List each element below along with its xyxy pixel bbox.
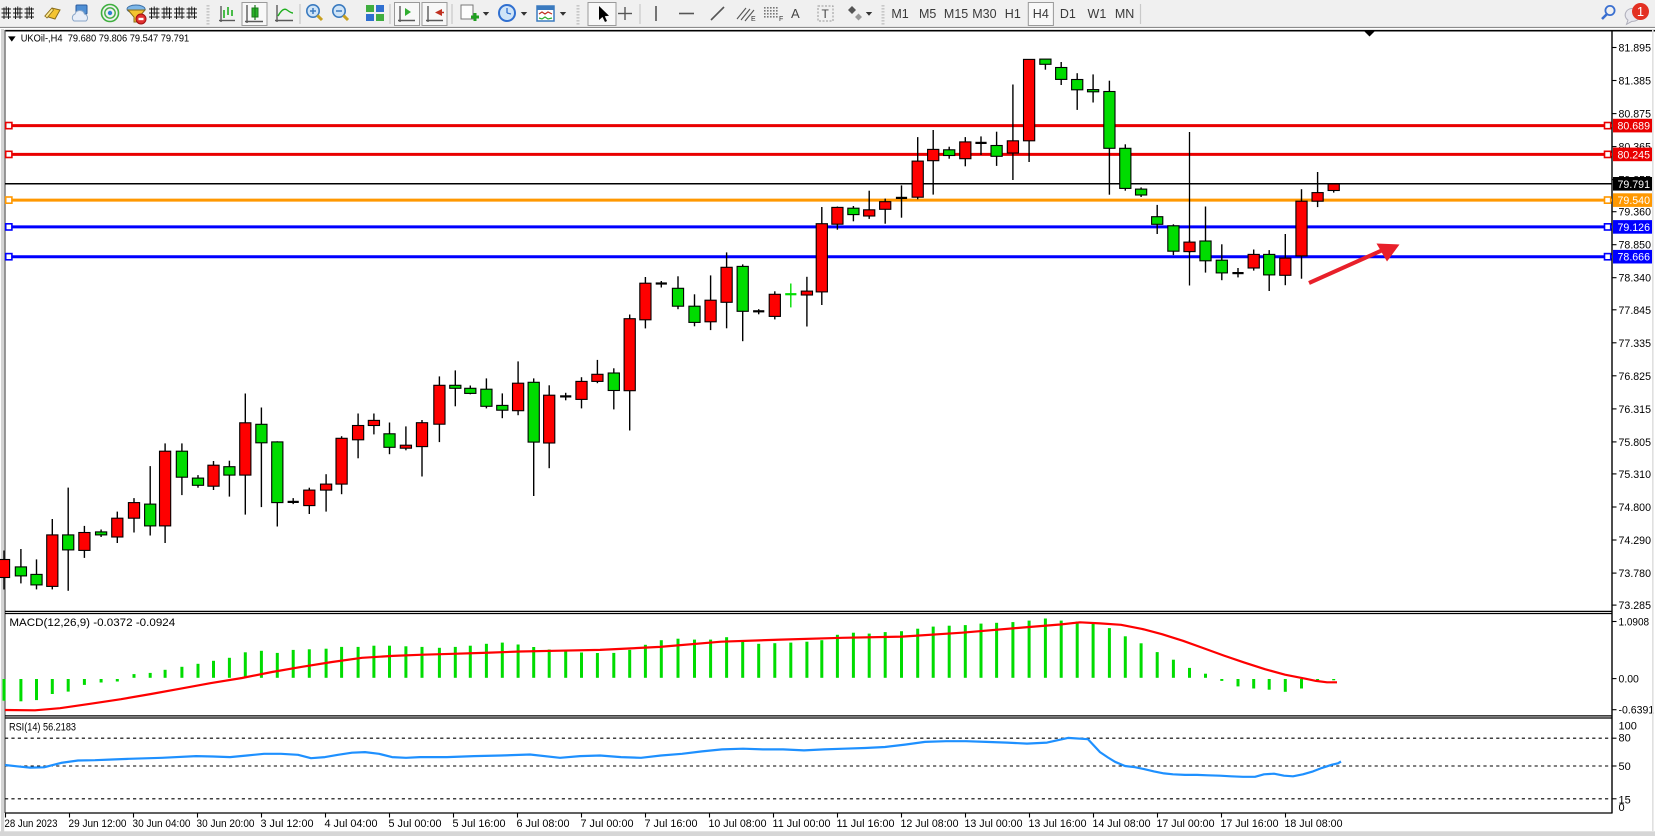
svg-text:5 Jul 16:00: 5 Jul 16:00 xyxy=(453,818,506,830)
svg-text:6 Jul 08:00: 6 Jul 08:00 xyxy=(517,818,570,830)
svg-text:77.335: 77.335 xyxy=(1619,338,1652,350)
svg-text:H1: H1 xyxy=(1005,7,1021,21)
svg-text:E: E xyxy=(751,16,756,23)
svg-text:T: T xyxy=(822,7,830,21)
svg-text:78.850: 78.850 xyxy=(1619,240,1652,252)
svg-text:13 Jul 16:00: 13 Jul 16:00 xyxy=(1029,818,1087,830)
svg-text:MACD(12,26,9) -0.0372 -0.0924: MACD(12,26,9) -0.0372 -0.0924 xyxy=(9,617,175,629)
svg-text:1: 1 xyxy=(1637,4,1644,19)
svg-text:14 Jul 08:00: 14 Jul 08:00 xyxy=(1093,818,1151,830)
svg-text:30 Jun 20:00: 30 Jun 20:00 xyxy=(197,818,255,830)
svg-text:80.689: 80.689 xyxy=(1618,121,1651,133)
svg-text:77.845: 77.845 xyxy=(1619,305,1652,317)
svg-text:7 Jul 16:00: 7 Jul 16:00 xyxy=(645,818,698,830)
svg-text:17 Jul 16:00: 17 Jul 16:00 xyxy=(1221,818,1279,830)
svg-text:81.895: 81.895 xyxy=(1619,43,1652,55)
svg-text:73.780: 73.780 xyxy=(1619,568,1652,580)
svg-text:M1: M1 xyxy=(891,7,908,21)
svg-text:29 Jun 12:00: 29 Jun 12:00 xyxy=(69,818,127,830)
svg-text:M5: M5 xyxy=(919,7,936,21)
svg-text:13 Jul 00:00: 13 Jul 00:00 xyxy=(965,818,1023,830)
svg-text:79.791: 79.791 xyxy=(1618,179,1651,191)
svg-text:74.800: 74.800 xyxy=(1619,502,1652,514)
svg-text:30 Jun 04:00: 30 Jun 04:00 xyxy=(133,818,191,830)
svg-text:18 Jul 08:00: 18 Jul 08:00 xyxy=(1285,818,1343,830)
svg-text:RSI(14) 56.2183: RSI(14) 56.2183 xyxy=(9,722,76,734)
svg-text:17 Jul 00:00: 17 Jul 00:00 xyxy=(1157,818,1215,830)
svg-text:5 Jul 00:00: 5 Jul 00:00 xyxy=(389,818,442,830)
svg-text:28 Jun 2023: 28 Jun 2023 xyxy=(5,818,58,830)
svg-text:-0.6391: -0.6391 xyxy=(1619,705,1655,717)
svg-text:78.666: 78.666 xyxy=(1618,252,1651,264)
svg-text:M30: M30 xyxy=(972,7,996,21)
svg-text:11 Jul 00:00: 11 Jul 00:00 xyxy=(773,818,831,830)
svg-text:M15: M15 xyxy=(944,7,968,21)
svg-text:80: 80 xyxy=(1619,733,1631,745)
svg-text:1.0908: 1.0908 xyxy=(1619,617,1650,629)
svg-text:MN: MN xyxy=(1115,7,1134,21)
svg-text:UKOil-,H4 79.680 79.806 79.54: UKOil-,H4 79.680 79.806 79.547 79.791 xyxy=(21,33,190,45)
svg-text:76.315: 76.315 xyxy=(1619,404,1652,416)
svg-text:A: A xyxy=(791,6,800,21)
svg-text:74.290: 74.290 xyxy=(1619,535,1652,547)
svg-text:12 Jul 08:00: 12 Jul 08:00 xyxy=(901,818,959,830)
svg-text:75.310: 75.310 xyxy=(1619,469,1652,481)
svg-text:79.126: 79.126 xyxy=(1618,222,1651,234)
svg-text:79.540: 79.540 xyxy=(1618,195,1651,207)
svg-text:0: 0 xyxy=(1619,802,1625,814)
svg-text:80.245: 80.245 xyxy=(1618,149,1651,161)
svg-text:H4: H4 xyxy=(1033,7,1049,21)
svg-text:100: 100 xyxy=(1619,720,1637,732)
svg-text:0.00: 0.00 xyxy=(1619,674,1639,686)
svg-text:W1: W1 xyxy=(1088,7,1107,21)
svg-text:81.385: 81.385 xyxy=(1619,76,1652,88)
svg-text:76.825: 76.825 xyxy=(1619,371,1652,383)
svg-text:F: F xyxy=(779,16,783,23)
svg-text:4 Jul 04:00: 4 Jul 04:00 xyxy=(325,818,378,830)
svg-text:80.875: 80.875 xyxy=(1619,109,1652,121)
svg-text:78.340: 78.340 xyxy=(1619,273,1652,285)
svg-text:7 Jul 00:00: 7 Jul 00:00 xyxy=(581,818,634,830)
svg-text:50: 50 xyxy=(1619,761,1631,773)
svg-text:D1: D1 xyxy=(1060,7,1076,21)
svg-text:15: 15 xyxy=(1619,795,1631,807)
svg-text:73.285: 73.285 xyxy=(1619,600,1652,612)
svg-text:3 Jul 12:00: 3 Jul 12:00 xyxy=(261,818,314,830)
svg-text:11 Jul 16:00: 11 Jul 16:00 xyxy=(837,818,895,830)
svg-text:75.805: 75.805 xyxy=(1619,437,1652,449)
svg-text:10 Jul 08:00: 10 Jul 08:00 xyxy=(709,818,767,830)
svg-text:79.360: 79.360 xyxy=(1619,207,1652,219)
